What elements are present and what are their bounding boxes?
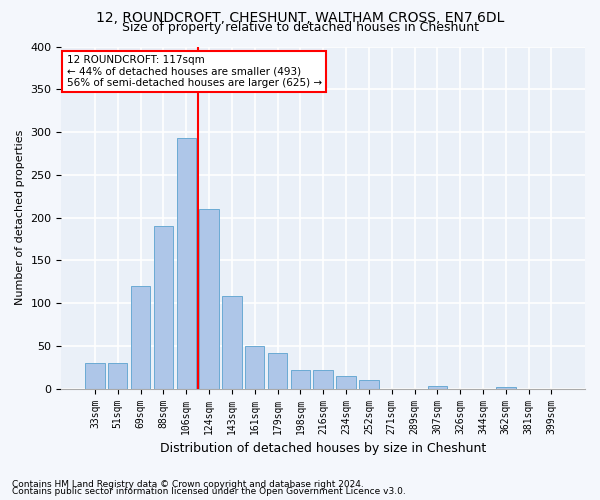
Bar xyxy=(108,363,127,388)
Bar xyxy=(176,138,196,388)
Bar xyxy=(496,387,515,388)
X-axis label: Distribution of detached houses by size in Cheshunt: Distribution of detached houses by size … xyxy=(160,442,487,455)
Bar xyxy=(313,370,333,388)
Bar xyxy=(131,286,150,388)
Y-axis label: Number of detached properties: Number of detached properties xyxy=(15,130,25,306)
Text: 12 ROUNDCROFT: 117sqm
← 44% of detached houses are smaller (493)
56% of semi-det: 12 ROUNDCROFT: 117sqm ← 44% of detached … xyxy=(67,55,322,88)
Bar xyxy=(359,380,379,388)
Bar xyxy=(245,346,265,389)
Bar xyxy=(199,209,219,388)
Bar xyxy=(337,376,356,388)
Bar xyxy=(154,226,173,388)
Text: 12, ROUNDCROFT, CHESHUNT, WALTHAM CROSS, EN7 6DL: 12, ROUNDCROFT, CHESHUNT, WALTHAM CROSS,… xyxy=(96,12,504,26)
Bar xyxy=(222,296,242,388)
Bar xyxy=(428,386,447,388)
Bar xyxy=(268,353,287,388)
Text: Size of property relative to detached houses in Cheshunt: Size of property relative to detached ho… xyxy=(121,22,479,35)
Bar xyxy=(290,370,310,388)
Text: Contains HM Land Registry data © Crown copyright and database right 2024.: Contains HM Land Registry data © Crown c… xyxy=(12,480,364,489)
Text: Contains public sector information licensed under the Open Government Licence v3: Contains public sector information licen… xyxy=(12,487,406,496)
Bar xyxy=(85,363,104,388)
